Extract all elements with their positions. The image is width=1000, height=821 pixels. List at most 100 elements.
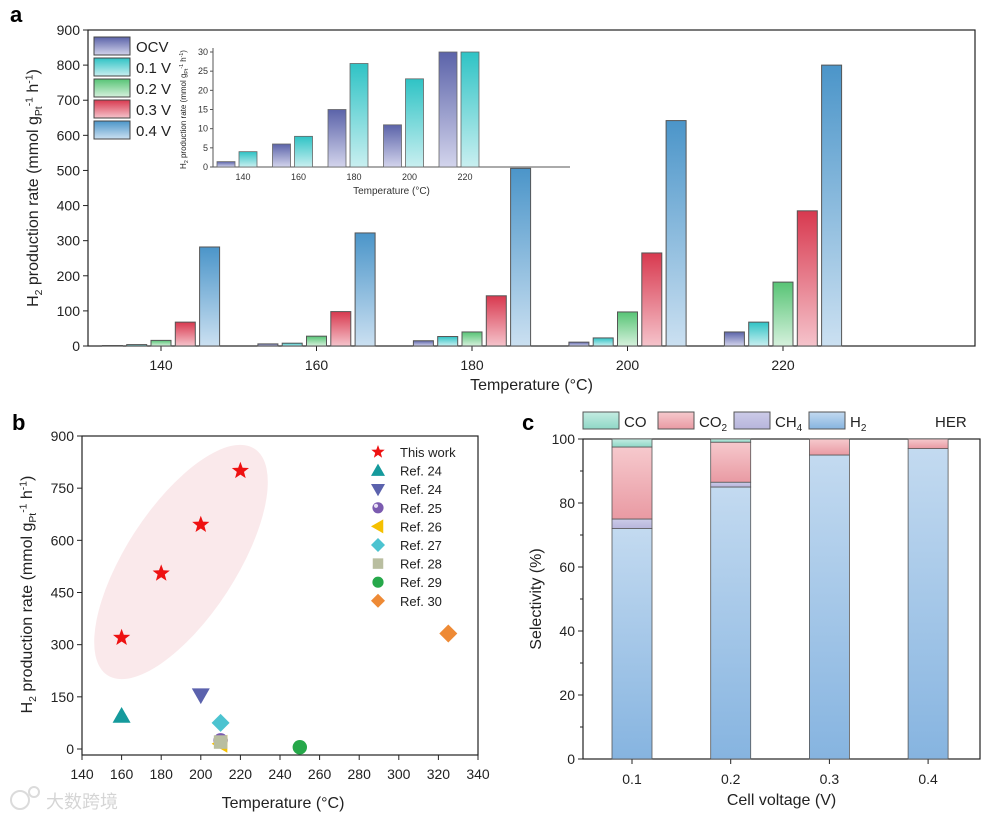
y-tick-label: 400 <box>57 198 81 214</box>
x-tick-label: 280 <box>348 766 372 782</box>
x-tick-label: 180 <box>150 766 174 782</box>
x-tick-label: 0.2 <box>721 771 741 787</box>
y-tick-label: 100 <box>552 431 576 447</box>
bar-co2-0.3 <box>809 438 850 456</box>
inset-bar-OCV-200 <box>383 124 402 168</box>
legend-label: H2 <box>850 414 867 434</box>
y-tick-label: 60 <box>559 559 575 575</box>
bar-03V-180 <box>485 295 507 347</box>
legend-label: CO2 <box>699 414 728 434</box>
y-tick-label: 100 <box>57 303 81 319</box>
x-tick-label: 260 <box>308 766 332 782</box>
watermark-logo: 大数跨境 <box>10 786 118 812</box>
legend-label: 0.2 V <box>136 81 171 98</box>
her-annotation: HER <box>935 414 967 431</box>
y-tick-label: 900 <box>51 428 75 444</box>
point-ref24 <box>112 706 131 723</box>
x-tick-label: 240 <box>268 766 292 782</box>
legend-marker <box>371 463 385 476</box>
inset-x-tick-label: 220 <box>457 172 472 182</box>
y-tick-label: 500 <box>57 162 81 178</box>
y-tick-label: 700 <box>57 92 81 108</box>
bar-03V-220 <box>796 210 818 347</box>
x-tick-label: 180 <box>460 357 484 373</box>
legend-label: Ref. 29 <box>400 575 442 590</box>
x-tick-label: 300 <box>387 766 411 782</box>
bar-04V-200 <box>665 120 687 347</box>
legend-label: CH4 <box>775 414 803 434</box>
bar-ch4-0.2 <box>710 481 752 488</box>
legend-label: Ref. 26 <box>400 519 442 534</box>
point-ref28 <box>213 735 228 749</box>
inset-bar-OCV-160 <box>272 143 291 168</box>
point-thiswork <box>192 515 210 532</box>
legend-swatch <box>582 411 620 430</box>
legend-swatch <box>93 99 131 119</box>
plot-frame <box>87 29 976 347</box>
inset-bar-OCV-220 <box>438 51 458 168</box>
inset-y-tick-label: 0 <box>203 162 208 172</box>
point-ref27 <box>211 713 230 732</box>
legend-label: Ref. 30 <box>400 594 442 609</box>
bar-co2-0.1 <box>611 446 653 520</box>
y-axis-title: H2 production rate (mmol gPt-1 h-1) <box>24 69 45 307</box>
y-axis-title: Selectivity (%) <box>528 548 545 649</box>
legend-label: 0.3 V <box>136 102 171 119</box>
panel-b-label: b <box>12 410 25 435</box>
legend-swatch <box>93 57 131 77</box>
bar-h2-0.1 <box>611 528 653 760</box>
x-tick-label: 0.3 <box>820 771 840 787</box>
y-tick-label: 0 <box>567 751 575 767</box>
inset-chart: 0 5 10 15 20 25 30 140 160 180 200 220 Temperature (… <box>179 47 570 197</box>
panel-c-label: c <box>522 410 534 435</box>
y-tick-label: 80 <box>559 495 575 511</box>
bar-OCV-200 <box>568 341 590 347</box>
legend-marker <box>371 593 385 608</box>
inset-bar-OCV-180 <box>327 109 347 168</box>
panel-c-chart: 0 20 40 60 80 100 0.1 0.2 0.3 0.4 Cell voltage (V)… <box>528 411 981 809</box>
legend-marker <box>371 445 385 458</box>
point-thiswork <box>113 628 131 645</box>
legend-swatch <box>657 411 695 430</box>
y-tick-label: 450 <box>51 585 75 601</box>
y-tick-label: 600 <box>57 127 81 143</box>
inset-bar-01V-220 <box>460 51 480 168</box>
bar-02V-160 <box>306 335 327 347</box>
y-tick-label: 40 <box>559 623 575 639</box>
legend-marker <box>372 502 384 514</box>
inset-bar-01V-200 <box>405 78 424 168</box>
legend-label: Ref. 24 <box>400 482 442 497</box>
bar-OCV-220 <box>723 331 745 347</box>
bar-co2-0.4 <box>907 438 949 450</box>
bar-02V-220 <box>772 281 794 347</box>
point-ref24 <box>191 688 210 705</box>
bar-04V-160 <box>354 232 376 347</box>
y-tick-label: 300 <box>57 233 81 249</box>
bar-co-0.1 <box>611 438 653 448</box>
bar-OCV-160 <box>257 343 279 347</box>
legend-swatch <box>93 120 131 140</box>
bar-01V-180 <box>437 336 459 347</box>
legend-label: Ref. 27 <box>400 538 442 553</box>
bar-03V-160 <box>330 311 352 347</box>
inset-y-tick-label: 30 <box>198 47 208 57</box>
legend-swatch <box>93 36 131 56</box>
x-tick-label: 160 <box>110 766 134 782</box>
y-tick-label: 300 <box>51 637 75 653</box>
legend-label: This work <box>400 445 456 460</box>
legend-label: CO <box>624 414 647 431</box>
inset-x-tick-label: 160 <box>291 172 306 182</box>
inset-y-axis-title: H2 production rate (mmol gPt-1 h-1) <box>179 50 190 169</box>
watermark-text: 大数跨境 <box>46 792 118 812</box>
highlight-ellipse <box>94 444 268 680</box>
y-tick-label: 0 <box>66 741 74 757</box>
inset-x-tick-label: 140 <box>235 172 250 182</box>
inset-y-tick-label: 5 <box>203 143 208 153</box>
bar-h2-0.2 <box>710 486 752 760</box>
x-tick-label: 0.1 <box>622 771 642 787</box>
inset-bar-OCV-140 <box>216 161 236 168</box>
bar-01V-200 <box>592 337 614 347</box>
inset-x-tick-label: 200 <box>402 172 417 182</box>
inset-bar-01V-140 <box>238 151 258 168</box>
